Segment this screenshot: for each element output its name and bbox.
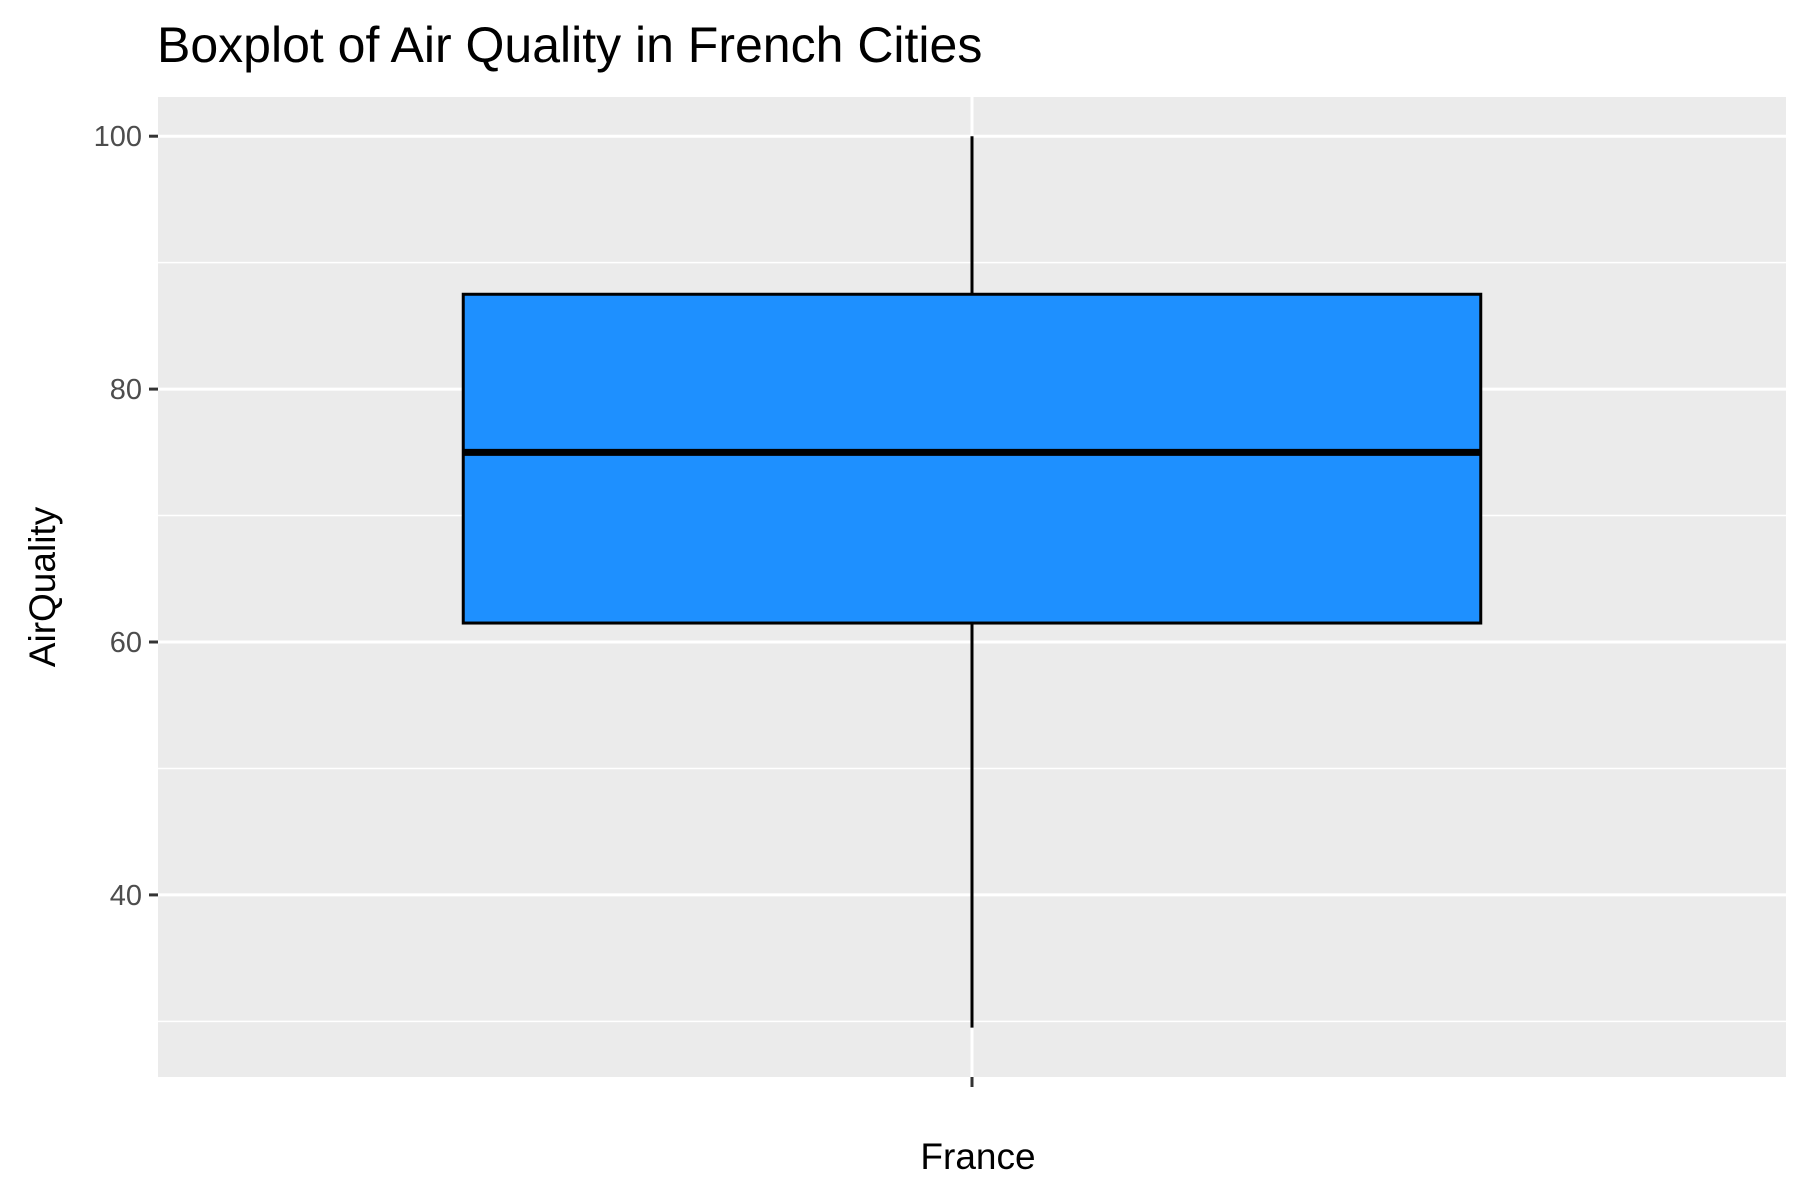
axes: 40 60 80 100 France xyxy=(94,121,1036,1177)
y-tick-label: 40 xyxy=(110,880,142,912)
boxplot-layer xyxy=(461,136,1483,1028)
interquartile-box xyxy=(461,292,1483,625)
x-tick-label: France xyxy=(920,1136,1035,1177)
chart-title: Boxplot of Air Quality in French Cities xyxy=(157,17,982,73)
y-tick-label: 80 xyxy=(110,374,142,406)
y-tick-label: 100 xyxy=(94,121,142,153)
y-axis-title: AirQuality xyxy=(22,506,63,667)
y-tick-label: 60 xyxy=(110,627,142,659)
